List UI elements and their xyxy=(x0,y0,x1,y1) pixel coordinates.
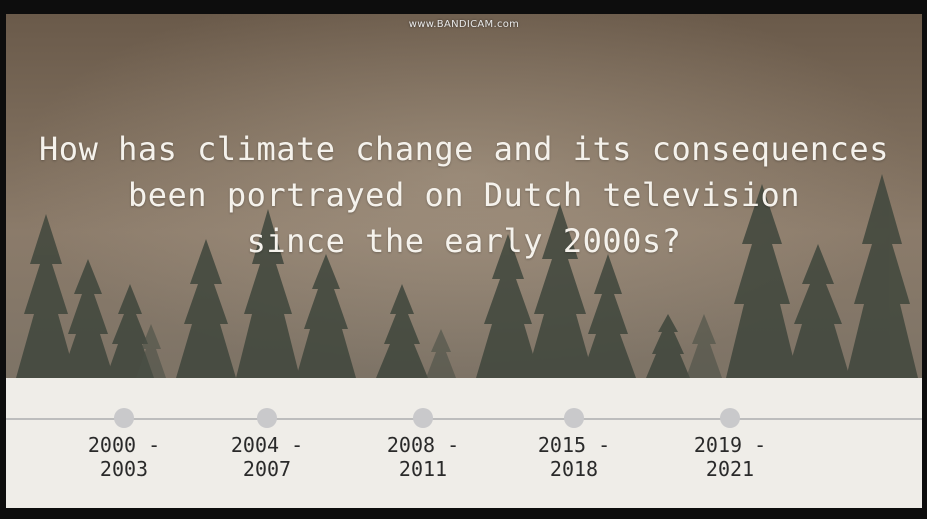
timeline-label-end: 2003 xyxy=(99,457,149,481)
timeline-label-start: 2000 - xyxy=(87,433,161,457)
forest-background-image: How has climate change and its consequen… xyxy=(6,14,922,378)
slide-title: How has climate change and its consequen… xyxy=(6,126,922,264)
pine-trees xyxy=(16,174,918,378)
presentation-slide: How has climate change and its consequen… xyxy=(6,14,922,508)
timeline-label: 2015 - 2018 xyxy=(514,433,634,481)
timeline-label: 2008 - 2011 xyxy=(363,433,483,481)
timeline-label-end: 2021 xyxy=(705,457,755,481)
timeline-node xyxy=(564,408,584,428)
timeline-label: 2004 - 2007 xyxy=(207,433,327,481)
timeline-label-start: 2008 - xyxy=(386,433,460,457)
recorder-watermark: www.BANDICAM.com xyxy=(408,19,520,30)
timeline-node xyxy=(257,408,277,428)
timeline-node xyxy=(413,408,433,428)
title-line: since the early 2000s? xyxy=(246,222,682,260)
timeline: 2000 - 2003 2004 - 2007 2008 - 2011 2015… xyxy=(6,378,922,508)
timeline-label-end: 2018 xyxy=(549,457,599,481)
title-line: been portrayed on Dutch television xyxy=(127,176,801,214)
timeline-label: 2000 - 2003 xyxy=(64,433,184,481)
timeline-node xyxy=(720,408,740,428)
timeline-label-end: 2007 xyxy=(242,457,292,481)
timeline-label-end: 2011 xyxy=(398,457,448,481)
timeline-line xyxy=(6,418,922,420)
timeline-label: 2019 - 2021 xyxy=(670,433,790,481)
timeline-label-start: 2004 - xyxy=(230,433,304,457)
timeline-node xyxy=(114,408,134,428)
timeline-label-start: 2019 - xyxy=(693,433,767,457)
timeline-label-start: 2015 - xyxy=(537,433,611,457)
title-line: How has climate change and its consequen… xyxy=(39,130,889,168)
